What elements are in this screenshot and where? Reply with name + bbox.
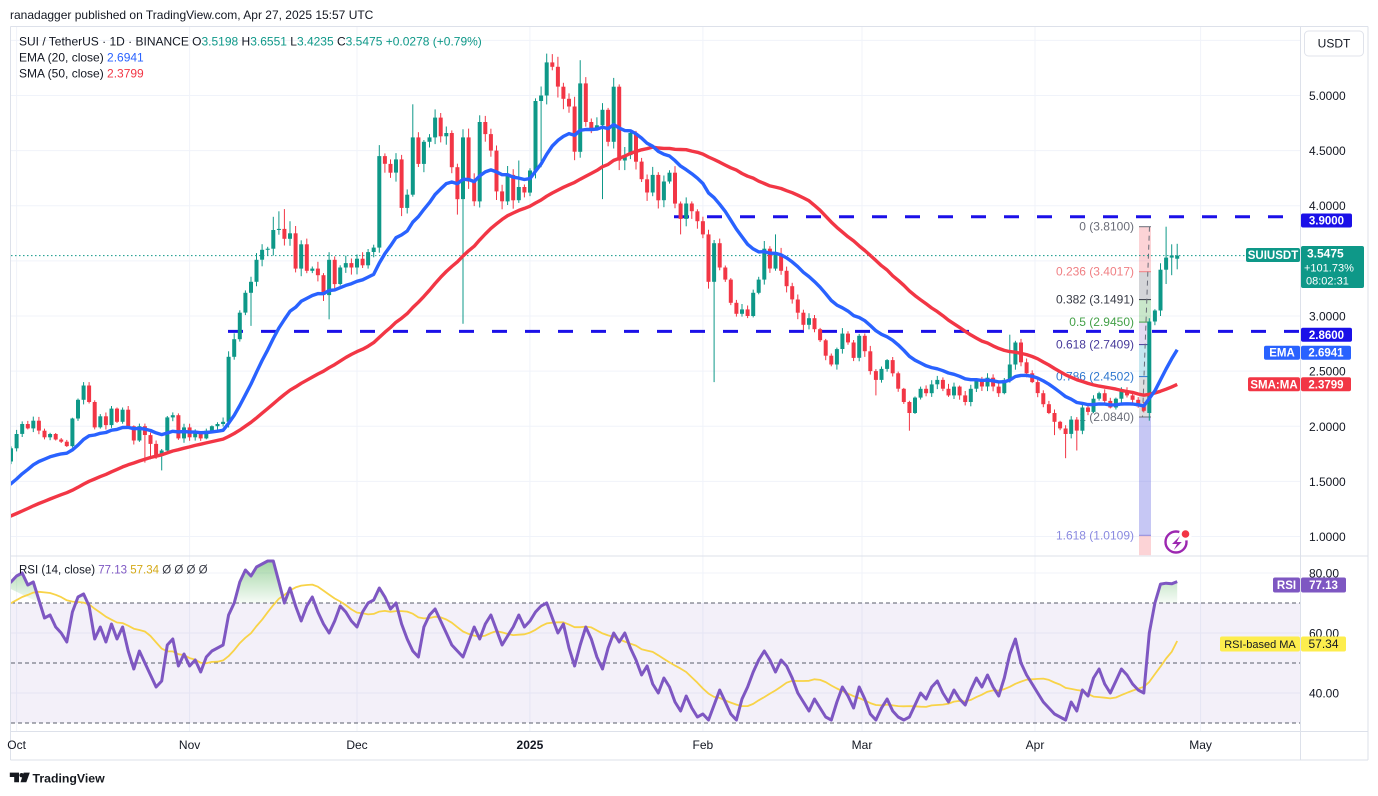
svg-text:2.0000: 2.0000	[1309, 420, 1346, 434]
svg-text:RSI: RSI	[1277, 580, 1296, 592]
svg-text:RSI (14, close) 77.13 57.34: RSI (14, close) 77.13 57.34 Ø Ø Ø Ø	[19, 565, 208, 577]
svg-text:0 (3.8100): 0 (3.8100)	[1079, 220, 1134, 234]
svg-text:0.5 (2.9450): 0.5 (2.9450)	[1069, 315, 1134, 329]
svg-text:Dec: Dec	[346, 738, 367, 752]
svg-text:2.3799: 2.3799	[1308, 379, 1343, 391]
svg-text:08:02:31: 08:02:31	[1306, 276, 1349, 288]
svg-text:2.8600: 2.8600	[1309, 330, 1344, 342]
svg-text:TradingView: TradingView	[33, 771, 106, 785]
svg-text:2.6941: 2.6941	[1308, 348, 1344, 360]
svg-text:40.00: 40.00	[1309, 687, 1339, 701]
svg-text:0.618 (2.7409): 0.618 (2.7409)	[1056, 338, 1134, 352]
svg-text:77.13: 77.13	[1309, 580, 1338, 592]
svg-text:1.5000: 1.5000	[1309, 475, 1346, 489]
svg-text:3.9000: 3.9000	[1309, 216, 1344, 228]
svg-text:SMA (50, close) 2.3799: SMA (50, close) 2.3799	[19, 67, 144, 81]
svg-text:SUIUSDT: SUIUSDT	[1248, 250, 1298, 262]
svg-text:1 (2.0840): 1 (2.0840)	[1079, 410, 1134, 424]
svg-text:2025: 2025	[517, 738, 544, 752]
svg-text:0.382 (3.1491): 0.382 (3.1491)	[1056, 293, 1134, 307]
svg-text:80.00: 80.00	[1309, 567, 1339, 581]
svg-text:1.618 (1.0109): 1.618 (1.0109)	[1056, 528, 1134, 542]
svg-text:USDT: USDT	[1318, 37, 1351, 51]
svg-text:4.5000: 4.5000	[1309, 144, 1346, 158]
svg-text:Mar: Mar	[852, 738, 873, 752]
svg-text:57.34: 57.34	[1308, 637, 1338, 651]
svg-text:Nov: Nov	[179, 738, 200, 752]
svg-text:Apr: Apr	[1026, 738, 1045, 752]
svg-text:5.0000: 5.0000	[1309, 89, 1346, 103]
svg-text:3.5475: 3.5475	[1307, 247, 1344, 261]
svg-text:+101.73%: +101.73%	[1304, 263, 1354, 275]
svg-text:RSI-based MA: RSI-based MA	[1224, 639, 1296, 651]
svg-text:0.236 (3.4017): 0.236 (3.4017)	[1056, 265, 1134, 279]
svg-text:Oct: Oct	[7, 738, 26, 752]
svg-text:SMA:MA: SMA:MA	[1250, 379, 1297, 391]
svg-text:SUI / TetherUS · 1D · BINANCE: SUI / TetherUS · 1D · BINANCE O3.5198 H3…	[19, 35, 482, 49]
svg-text:2.5000: 2.5000	[1309, 365, 1346, 379]
svg-text:Feb: Feb	[693, 738, 714, 752]
svg-text:1.0000: 1.0000	[1309, 530, 1346, 544]
svg-text:3.0000: 3.0000	[1309, 310, 1346, 324]
svg-text:4.0000: 4.0000	[1309, 199, 1346, 213]
svg-text:May: May	[1189, 738, 1212, 752]
svg-text:EMA (20, close) 2.6941: EMA (20, close) 2.6941	[19, 51, 144, 65]
svg-text:ranadagger published on Tradin: ranadagger published on TradingView.com,…	[10, 8, 374, 22]
svg-text:EMA: EMA	[1269, 348, 1295, 360]
